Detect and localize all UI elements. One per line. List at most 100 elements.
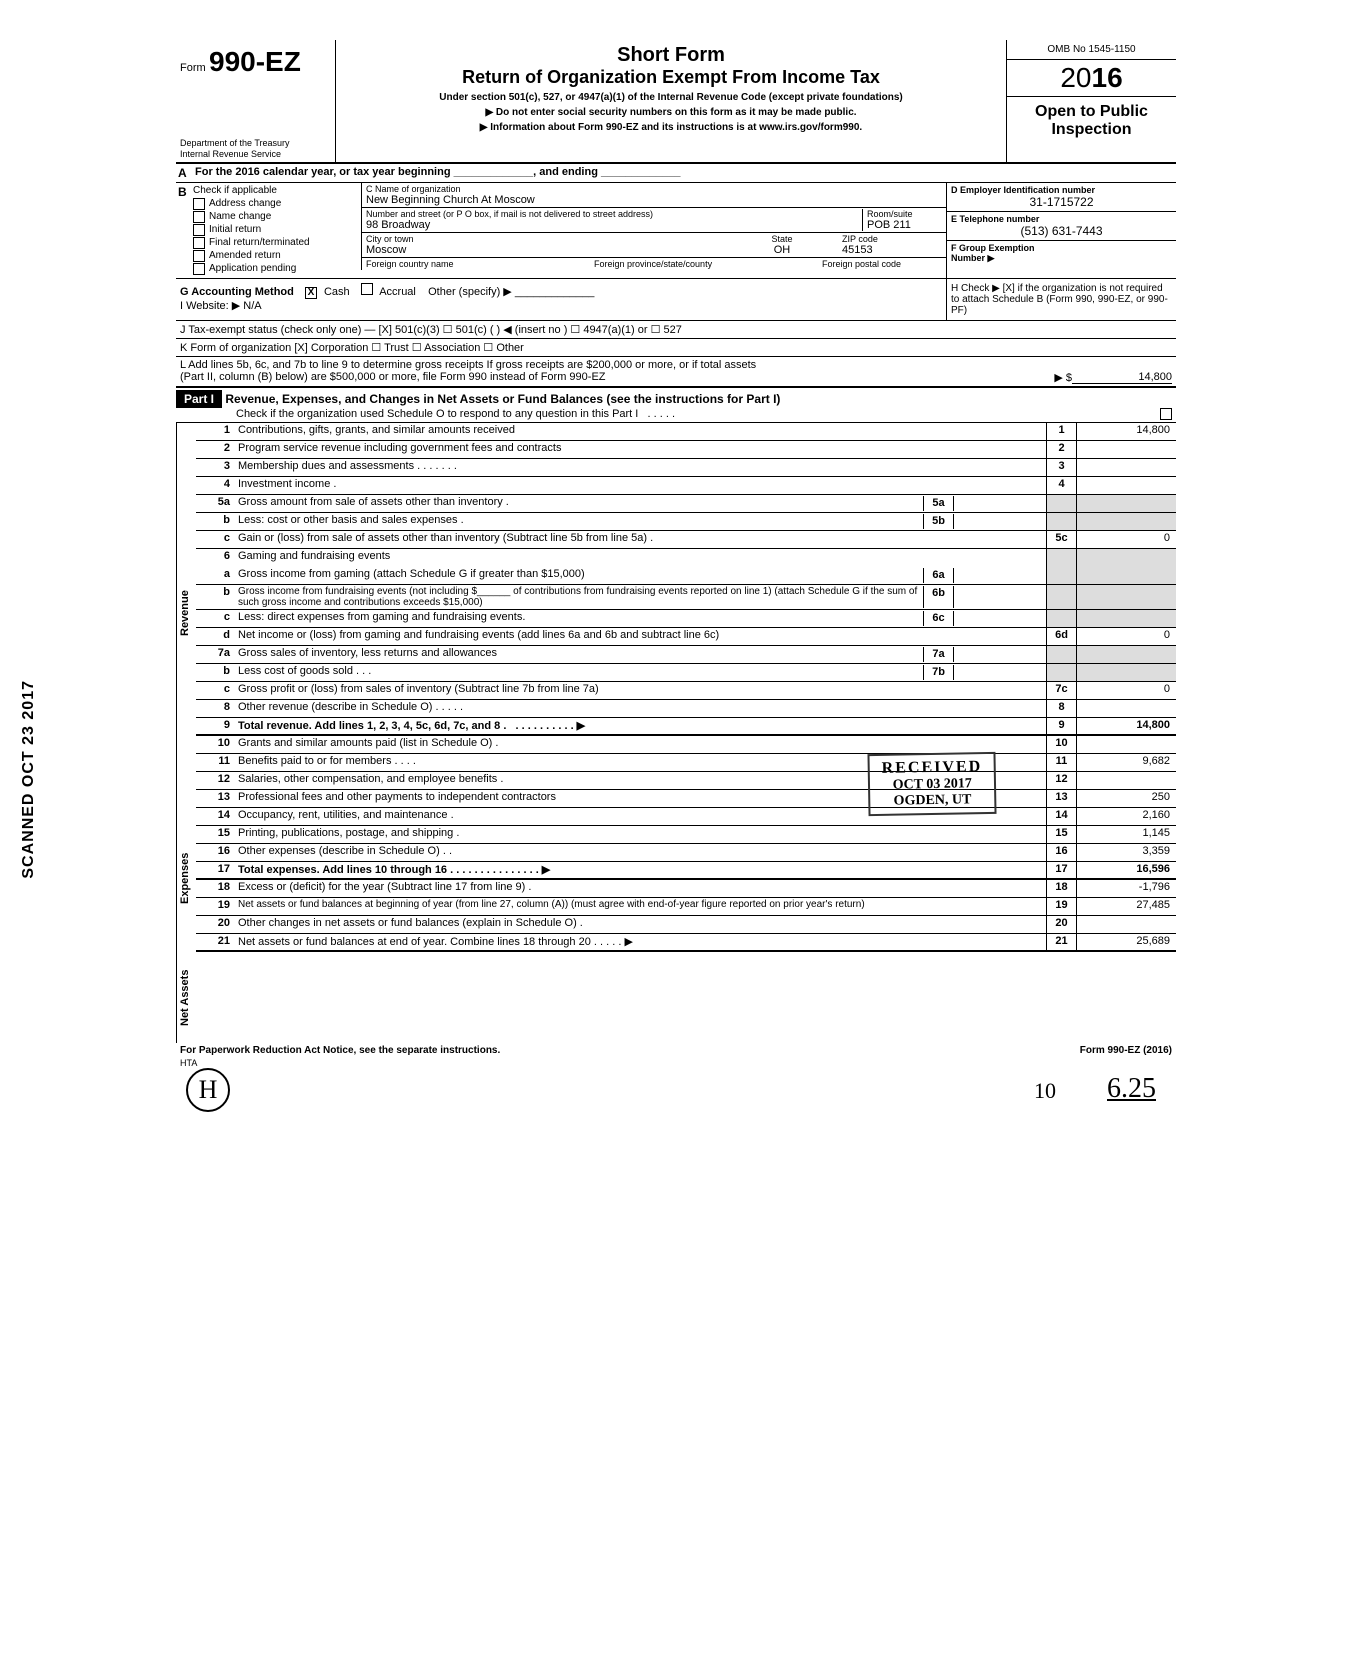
phone: (513) 631-7443 <box>951 224 1172 238</box>
line-21: 21 Net assets or fund balances at end of… <box>196 934 1176 952</box>
amt-9: 14,800 <box>1076 718 1176 734</box>
amt-12 <box>1076 772 1176 789</box>
form-label: Form <box>180 62 206 74</box>
amt-6d: 0 <box>1076 628 1176 645</box>
part1-table: Revenue Expenses Net Assets 1 Contributi… <box>176 423 1176 1043</box>
netassets-side-label: Net Assets <box>176 953 196 1043</box>
form-number: 990-EZ <box>209 46 301 77</box>
line-11: 11 Benefits paid to or for members . . .… <box>196 754 1176 772</box>
line-18: 18 Excess or (deficit) for the year (Sub… <box>196 880 1176 898</box>
check-if-applicable: Check if applicable Address change Name … <box>191 183 361 278</box>
line-5a: 5a Gross amount from sale of assets othe… <box>196 495 1176 513</box>
line-20: 20 Other changes in net assets or fund b… <box>196 916 1176 934</box>
open-to-public: Open to Public Inspection <box>1007 96 1176 145</box>
cb-amended[interactable]: Amended return <box>193 250 359 262</box>
handwritten-price: 6.25 <box>1107 1073 1156 1105</box>
line-k: K Form of organization [X] Corporation ☐… <box>176 339 1176 357</box>
line-j: J Tax-exempt status (check only one) — [… <box>176 321 1176 339</box>
org-city: Moscow <box>366 244 722 256</box>
cb-initial-return[interactable]: Initial return <box>193 224 359 236</box>
cb-schedule-o[interactable] <box>1160 408 1172 420</box>
line-7a: 7a Gross sales of inventory, less return… <box>196 646 1176 664</box>
line-6: 6 Gaming and fundraising events <box>196 549 1176 567</box>
amt-8 <box>1076 700 1176 717</box>
amt-1: 14,800 <box>1076 423 1176 440</box>
hta-label: HTA <box>176 1058 1176 1068</box>
revenue-side-label: Revenue <box>176 423 196 803</box>
line-7b: b Less cost of goods sold . . . 7b <box>196 664 1176 682</box>
line-2: 2 Program service revenue including gove… <box>196 441 1176 459</box>
amt-11: 9,682 <box>1076 754 1176 771</box>
amt-10 <box>1076 736 1176 753</box>
line-5c: c Gain or (loss) from sale of assets oth… <box>196 531 1176 549</box>
line-14: 14 Occupancy, rent, utilities, and maint… <box>196 808 1176 826</box>
amt-14: 2,160 <box>1076 808 1176 825</box>
header-center: Short Form Return of Organization Exempt… <box>336 40 1006 162</box>
org-room: POB 211 <box>867 219 942 231</box>
amt-20 <box>1076 916 1176 933</box>
line-16: 16 Other expenses (describe in Schedule … <box>196 844 1176 862</box>
ein: 31-1715722 <box>951 195 1172 209</box>
line-10: 10 Grants and similar amounts paid (list… <box>196 736 1176 754</box>
amt-19: 27,485 <box>1076 898 1176 915</box>
line-19: 19 Net assets or fund balances at beginn… <box>196 898 1176 916</box>
amt-16: 3,359 <box>1076 844 1176 861</box>
line-5b: b Less: cost or other basis and sales ex… <box>196 513 1176 531</box>
amt-5c: 0 <box>1076 531 1176 548</box>
line-15: 15 Printing, publications, postage, and … <box>196 826 1176 844</box>
amt-2 <box>1076 441 1176 458</box>
org-zip: 45153 <box>842 244 942 256</box>
line-13: 13 Professional fees and other payments … <box>196 790 1176 808</box>
amt-17: 16,596 <box>1076 862 1176 878</box>
line-8: 8 Other revenue (describe in Schedule O)… <box>196 700 1176 718</box>
line-7c: c Gross profit or (loss) from sales of i… <box>196 682 1176 700</box>
line-17: 17 Total expenses. Add lines 10 through … <box>196 862 1176 880</box>
form-990ez: Form 990-EZ Department of the Treasury I… <box>176 40 1176 1128</box>
dept-treasury: Department of the Treasury Internal Reve… <box>180 138 331 160</box>
cb-name-change[interactable]: Name change <box>193 211 359 223</box>
line-6d: d Net income or (loss) from gaming and f… <box>196 628 1176 646</box>
org-details: C Name of organization New Beginning Chu… <box>361 183 946 278</box>
initials-circle: H <box>186 1068 230 1112</box>
tax-year: 2016 <box>1007 60 1176 96</box>
short-form-title: Short Form <box>344 44 998 67</box>
return-title: Return of Organization Exempt From Incom… <box>344 67 998 88</box>
amt-13: 250 <box>1076 790 1176 807</box>
line-6c: c Less: direct expenses from gaming and … <box>196 610 1176 628</box>
expenses-side-label: Expenses <box>176 803 196 953</box>
handwritten-10: 10 <box>1034 1078 1056 1104</box>
org-name: New Beginning Church At Moscow <box>366 194 942 206</box>
right-info: D Employer Identification number 31-1715… <box>946 183 1176 278</box>
subtitle-1: Under section 501(c), 527, or 4947(a)(1)… <box>344 92 998 103</box>
line-3: 3 Membership dues and assessments . . . … <box>196 459 1176 477</box>
omb-number: OMB No 1545-1150 <box>1007 40 1176 60</box>
cb-cash[interactable] <box>305 287 317 299</box>
line-12: 12 Salaries, other compensation, and emp… <box>196 772 1176 790</box>
amt-4 <box>1076 477 1176 494</box>
amt-15: 1,145 <box>1076 826 1176 843</box>
line-l: L Add lines 5b, 6c, and 7b to line 9 to … <box>176 357 1176 388</box>
amt-7c: 0 <box>1076 682 1176 699</box>
line-i: I Website: ▶ N/A <box>180 300 262 312</box>
cb-final-return[interactable]: Final return/terminated <box>193 237 359 249</box>
line-1: 1 Contributions, gifts, grants, and simi… <box>196 423 1176 441</box>
cb-app-pending[interactable]: Application pending <box>193 263 359 275</box>
subtitle-3: ▶ Information about Form 990-EZ and its … <box>344 122 998 133</box>
form-footer: For Paperwork Reduction Act Notice, see … <box>176 1043 1176 1058</box>
part1-header: Part I Revenue, Expenses, and Changes in… <box>176 388 1176 423</box>
amt-21: 25,689 <box>1076 934 1176 950</box>
cb-address-change[interactable]: Address change <box>193 198 359 210</box>
line-9: 9 Total revenue. Add lines 1, 2, 3, 4, 5… <box>196 718 1176 736</box>
scanned-stamp: SCANNED OCT 23 2017 <box>20 680 38 879</box>
subtitle-2: ▶ Do not enter social security numbers o… <box>344 107 998 118</box>
form-header: Form 990-EZ Department of the Treasury I… <box>176 40 1176 164</box>
amt-18: -1,796 <box>1076 880 1176 897</box>
header-right: OMB No 1545-1150 2016 Open to Public Ins… <box>1006 40 1176 162</box>
org-address: 98 Broadway <box>366 219 862 231</box>
line-h: H Check ▶ [X] if the organization is not… <box>946 279 1176 320</box>
line-4: 4 Investment income . 4 <box>196 477 1176 495</box>
header-left: Form 990-EZ Department of the Treasury I… <box>176 40 336 162</box>
cb-accrual[interactable] <box>361 283 373 295</box>
received-stamp: RECEIVED OCT 03 2017 OGDEN, UT <box>867 751 997 815</box>
amt-3 <box>1076 459 1176 476</box>
